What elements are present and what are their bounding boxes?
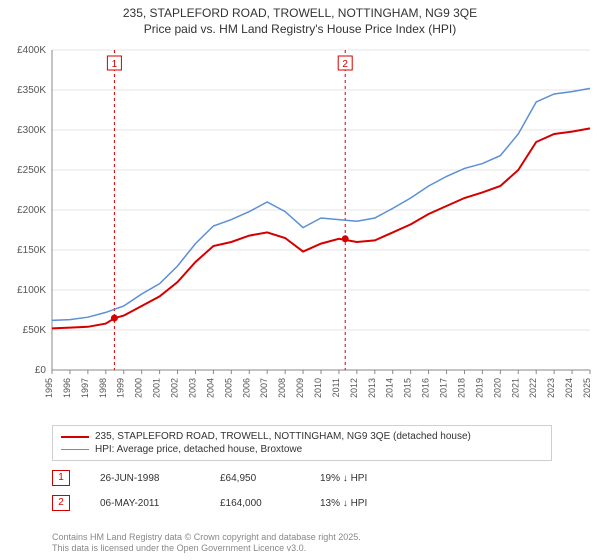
svg-text:£150K: £150K <box>17 245 46 256</box>
svg-text:2006: 2006 <box>241 378 251 398</box>
title-block: 235, STAPLEFORD ROAD, TROWELL, NOTTINGHA… <box>0 0 600 37</box>
svg-text:£350K: £350K <box>17 85 46 96</box>
svg-text:2020: 2020 <box>492 378 502 398</box>
svg-text:2: 2 <box>342 59 348 70</box>
svg-text:2002: 2002 <box>170 378 180 398</box>
footer-attribution: Contains HM Land Registry data © Crown c… <box>52 532 361 554</box>
svg-text:2025: 2025 <box>582 378 592 398</box>
svg-text:1997: 1997 <box>80 378 90 398</box>
title-line2: Price paid vs. HM Land Registry's House … <box>0 22 600 38</box>
legend-label-2: HPI: Average price, detached house, Brox… <box>95 444 302 455</box>
svg-text:£100K: £100K <box>17 285 46 296</box>
svg-text:2013: 2013 <box>367 378 377 398</box>
footer-line2: This data is licensed under the Open Gov… <box>52 543 361 554</box>
svg-text:2007: 2007 <box>259 378 269 398</box>
svg-text:2008: 2008 <box>277 378 287 398</box>
marker-badge-1: 1 <box>52 470 70 486</box>
svg-text:2017: 2017 <box>439 378 449 398</box>
svg-text:2003: 2003 <box>187 378 197 398</box>
svg-text:2022: 2022 <box>528 378 538 398</box>
chart-container: 235, STAPLEFORD ROAD, TROWELL, NOTTINGHA… <box>0 0 600 560</box>
svg-text:2019: 2019 <box>474 378 484 398</box>
marker-row-2: 2 06-MAY-2011 £164,000 13% ↓ HPI <box>52 495 552 511</box>
legend-box: 235, STAPLEFORD ROAD, TROWELL, NOTTINGHA… <box>52 425 552 461</box>
svg-text:1: 1 <box>112 59 118 70</box>
svg-text:2016: 2016 <box>421 378 431 398</box>
title-line1: 235, STAPLEFORD ROAD, TROWELL, NOTTINGHA… <box>0 6 600 22</box>
svg-text:£50K: £50K <box>23 325 47 336</box>
svg-text:2001: 2001 <box>152 378 162 398</box>
svg-text:1995: 1995 <box>44 378 54 398</box>
svg-text:2012: 2012 <box>349 378 359 398</box>
marker-delta-1: 19% ↓ HPI <box>320 473 367 484</box>
svg-text:2015: 2015 <box>403 378 413 398</box>
chart-area: £0 £50K £100K £150K £200K £250K £300K £350K £400… <box>0 40 600 420</box>
svg-text:2005: 2005 <box>223 378 233 398</box>
svg-text:2018: 2018 <box>456 378 466 398</box>
marker-badge-2: 2 <box>52 495 70 511</box>
svg-text:£200K: £200K <box>17 205 46 216</box>
marker-price-2: £164,000 <box>220 498 290 509</box>
legend-row-1: 235, STAPLEFORD ROAD, TROWELL, NOTTINGHA… <box>61 430 543 443</box>
svg-text:2021: 2021 <box>510 378 520 398</box>
legend-row-2: HPI: Average price, detached house, Brox… <box>61 443 543 456</box>
svg-text:2009: 2009 <box>295 378 305 398</box>
marker-delta-2: 13% ↓ HPI <box>320 498 367 509</box>
legend-swatch-1 <box>61 436 89 438</box>
legend-label-1: 235, STAPLEFORD ROAD, TROWELL, NOTTINGHA… <box>95 431 471 442</box>
svg-text:£400K: £400K <box>17 45 46 56</box>
marker-date-2: 06-MAY-2011 <box>100 498 190 509</box>
svg-text:2010: 2010 <box>313 378 323 398</box>
marker-row-1: 1 26-JUN-1998 £64,950 19% ↓ HPI <box>52 470 552 486</box>
svg-text:2023: 2023 <box>546 378 556 398</box>
chart-svg: £0 £50K £100K £150K £200K £250K £300K £350K £400… <box>0 40 600 420</box>
svg-text:£300K: £300K <box>17 125 46 136</box>
svg-text:2011: 2011 <box>331 378 341 397</box>
svg-text:1998: 1998 <box>98 378 108 398</box>
legend-swatch-2 <box>61 449 89 450</box>
svg-text:2024: 2024 <box>564 378 574 398</box>
footer-line1: Contains HM Land Registry data © Crown c… <box>52 532 361 543</box>
marker-price-1: £64,950 <box>220 473 290 484</box>
svg-text:2000: 2000 <box>134 378 144 398</box>
marker-date-1: 26-JUN-1998 <box>100 473 190 484</box>
svg-text:1999: 1999 <box>116 378 126 398</box>
svg-text:2004: 2004 <box>205 378 215 398</box>
svg-text:£0: £0 <box>35 365 47 376</box>
svg-text:2014: 2014 <box>385 378 395 398</box>
svg-text:1996: 1996 <box>62 378 72 398</box>
svg-text:£250K: £250K <box>17 165 46 176</box>
